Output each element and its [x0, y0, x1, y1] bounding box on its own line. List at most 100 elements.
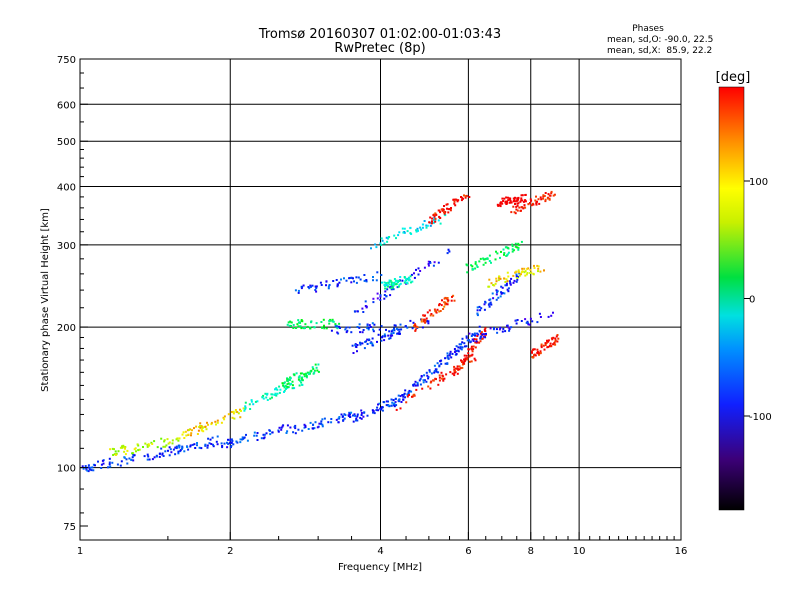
data-point [210, 443, 213, 445]
data-point [447, 208, 450, 211]
colorbar-tick-label: 0 [749, 295, 755, 306]
data-point [476, 306, 479, 309]
data-point [411, 395, 413, 398]
data-point [352, 352, 355, 354]
data-point [405, 281, 408, 284]
data-point [374, 243, 377, 246]
data-point [392, 399, 395, 402]
data-point [88, 468, 91, 471]
data-point [102, 462, 105, 465]
data-point [533, 354, 535, 357]
data-point [502, 327, 505, 330]
data-point [278, 391, 281, 394]
data-point [398, 330, 401, 333]
data-point [453, 365, 456, 368]
data-point [479, 337, 482, 340]
data-point [506, 324, 509, 327]
data-point [505, 284, 508, 287]
data-point [443, 305, 446, 308]
data-point [482, 335, 485, 338]
data-point [528, 323, 531, 326]
data-point [190, 434, 192, 437]
data-point [360, 414, 363, 416]
data-point [524, 318, 527, 321]
data-point [422, 379, 425, 382]
data-point [458, 365, 461, 368]
data-point [231, 439, 234, 442]
data-point [365, 305, 368, 308]
data-point [292, 431, 295, 434]
data-point [372, 297, 375, 300]
data-point [393, 281, 396, 284]
data-point [457, 346, 460, 349]
data-point [212, 445, 215, 448]
data-point [292, 324, 295, 326]
data-point [389, 334, 392, 337]
data-point [414, 324, 417, 327]
data-point [471, 353, 474, 356]
data-point [393, 402, 396, 405]
data-point [362, 329, 365, 331]
data-point [451, 372, 454, 375]
data-point [278, 385, 281, 388]
data-point [420, 318, 423, 321]
data-point [309, 370, 312, 373]
data-point [432, 314, 435, 317]
data-point [489, 327, 492, 330]
data-point [297, 319, 300, 322]
data-point [503, 253, 505, 256]
data-point [369, 326, 372, 328]
data-point [433, 370, 436, 373]
data-point [432, 214, 435, 217]
data-point [393, 329, 396, 332]
data-point [421, 226, 424, 229]
data-point [512, 197, 515, 200]
data-point [511, 245, 514, 248]
data-point [358, 326, 361, 329]
data-point [393, 278, 396, 280]
data-point [539, 270, 542, 273]
data-point [285, 432, 288, 434]
data-point [460, 199, 463, 202]
data-point [304, 327, 306, 329]
data-point [484, 330, 487, 332]
data-point [124, 446, 127, 448]
data-point [414, 323, 416, 326]
data-point [286, 323, 289, 326]
data-point [401, 394, 404, 396]
data-point [321, 423, 324, 426]
data-point [130, 458, 133, 461]
data-point [318, 422, 321, 425]
data-point [400, 401, 403, 403]
data-point [123, 456, 126, 459]
data-point [397, 280, 399, 283]
data-point [501, 202, 504, 205]
data-point [444, 301, 447, 304]
data-point [472, 345, 475, 348]
data-point [327, 285, 330, 288]
data-point [511, 250, 514, 253]
data-point [506, 271, 509, 274]
data-point [371, 342, 374, 345]
data-point [516, 319, 519, 321]
data-point [392, 284, 395, 287]
data-point [371, 322, 374, 325]
data-point [420, 375, 423, 378]
data-point [425, 380, 428, 383]
data-point [392, 329, 394, 332]
data-point [507, 275, 510, 278]
data-point [434, 220, 437, 223]
data-point [227, 438, 229, 441]
data-point [183, 437, 186, 439]
data-point [323, 324, 325, 327]
data-point [429, 216, 432, 219]
data-point [441, 374, 444, 377]
data-point [413, 272, 415, 275]
data-point [420, 228, 423, 231]
data-point [131, 452, 134, 455]
data-point [234, 409, 237, 411]
data-point [435, 311, 438, 314]
data-point [410, 390, 413, 393]
data-point [467, 352, 470, 355]
data-point [405, 401, 408, 404]
